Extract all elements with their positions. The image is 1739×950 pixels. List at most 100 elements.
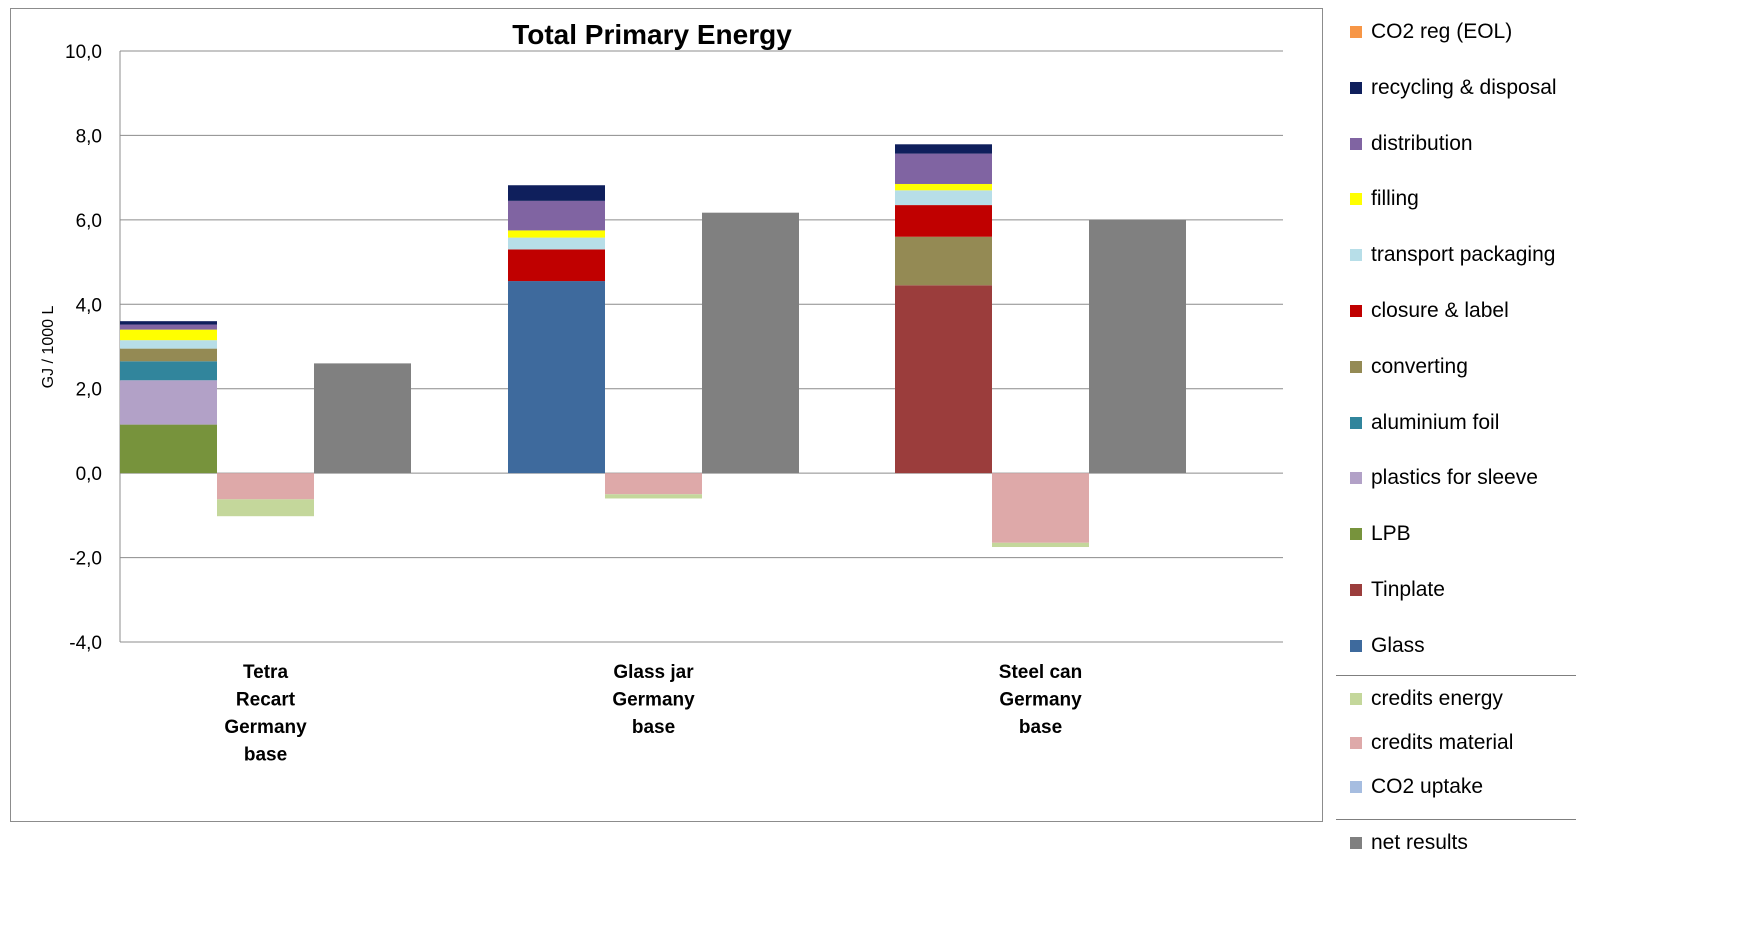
bar-segment: [895, 236, 992, 286]
x-category-label: Germany: [612, 690, 695, 711]
bar-segment: [992, 473, 1089, 543]
legend-label: LPB: [1371, 522, 1411, 546]
legend-swatch: [1350, 81, 1362, 94]
bar-segment: [508, 185, 605, 201]
bar-segment: [895, 190, 992, 206]
legend-item: CO2 uptake: [1350, 775, 1483, 799]
bar-segment: [508, 281, 605, 474]
bar-segment: [120, 329, 217, 341]
legend-swatch: [1350, 639, 1362, 652]
legend-swatch: [1350, 249, 1362, 262]
y-tick-label: 8,0: [76, 126, 102, 147]
legend-item: Glass: [1350, 634, 1425, 658]
bar-segment: [120, 340, 217, 349]
bar-segment: [120, 324, 217, 330]
x-category-label: base: [1019, 717, 1062, 738]
x-category-label: Recart: [236, 690, 296, 711]
legend-item: closure & label: [1350, 299, 1509, 323]
legend-item: distribution: [1350, 132, 1473, 156]
legend-label: credits material: [1371, 730, 1514, 754]
bar-segment: [217, 499, 314, 517]
chart-title: Total Primary Energy: [512, 19, 792, 50]
x-category-label: Tetra: [243, 662, 288, 683]
legend-swatch: [1350, 472, 1362, 485]
bar-segment: [120, 380, 217, 425]
legend-label: closure & label: [1371, 299, 1509, 322]
legend-swatch: [1350, 360, 1362, 373]
bar-segment: [120, 361, 217, 381]
legend-label: transport packaging: [1371, 243, 1556, 267]
bar-segment: [217, 473, 314, 500]
legend-item: plastics for sleeve: [1350, 466, 1538, 490]
legend-item: credits material: [1350, 731, 1513, 755]
legend-label: plastics for sleeve: [1371, 466, 1538, 490]
bar-segment: [895, 144, 992, 154]
net-result-bar: [314, 363, 411, 474]
legend-label: distribution: [1371, 131, 1473, 155]
legend-swatch: [1350, 193, 1362, 206]
x-category-label: base: [632, 717, 675, 738]
y-tick-label: 0,0: [76, 464, 102, 485]
legend-divider: [1336, 818, 1576, 820]
legend-swatch: [1350, 780, 1362, 793]
legend-label: Tinplate: [1371, 578, 1445, 601]
legend-item: converting: [1350, 355, 1468, 379]
chart-frame: [10, 8, 1323, 822]
legend-swatch: [1350, 305, 1362, 317]
net-result-bar: [1089, 219, 1186, 474]
legend-item: aluminium foil: [1350, 411, 1499, 435]
legend-swatch: [1350, 836, 1362, 849]
net-result-bar: [702, 212, 799, 474]
bar-segment: [895, 285, 992, 474]
bar-segment: [992, 542, 1089, 548]
bar-segment: [895, 205, 992, 237]
x-category-label: base: [244, 745, 287, 766]
legend-swatch: [1350, 692, 1362, 705]
legend-item: credits energy: [1350, 687, 1503, 711]
bar-segment: [120, 424, 217, 474]
x-category-label: Germany: [224, 717, 307, 738]
legend-swatch: [1350, 137, 1362, 150]
bar-segment: [120, 348, 217, 362]
legend-label: converting: [1371, 354, 1468, 378]
y-axis-label: GJ / 1000 L: [40, 306, 57, 389]
bar-segment: [508, 200, 605, 231]
legend-swatch: [1350, 736, 1362, 749]
legend-swatch: [1350, 584, 1362, 596]
y-tick-label: 4,0: [76, 295, 102, 316]
legend-item: CO2 reg (EOL): [1350, 20, 1512, 44]
legend-label: Glass: [1371, 633, 1425, 657]
legend-item: filling: [1350, 187, 1419, 211]
legend-label: aluminium foil: [1371, 410, 1500, 434]
legend-swatch: [1350, 528, 1362, 541]
legend-label: filling: [1371, 187, 1419, 211]
y-tick-label: 10,0: [65, 42, 102, 63]
y-tick-label: -4,0: [69, 633, 102, 654]
bar-segment: [605, 473, 702, 495]
legend-label: recycling & disposal: [1371, 75, 1557, 99]
bar-segment: [508, 237, 605, 250]
bar-segment: [120, 321, 217, 325]
x-category-label: Glass jar: [613, 662, 694, 683]
legend-item: transport packaging: [1350, 243, 1555, 267]
y-tick-label: 6,0: [76, 211, 102, 232]
legend-divider: [1336, 674, 1576, 676]
legend-item: recycling & disposal: [1350, 76, 1557, 100]
legend-label: CO2 uptake: [1371, 774, 1484, 798]
chart-canvas: 10,0 8,0 6,0 4,0 2,0 0,0 -2,0 -4,0 Total Primary…: [40, 19, 1283, 766]
bar-segment: [508, 230, 605, 238]
x-category-label: Steel can: [999, 662, 1082, 683]
bar-segment: [605, 494, 702, 499]
legend-swatch: [1350, 416, 1362, 429]
bar-segment: [508, 249, 605, 282]
bar-segment: [895, 183, 992, 191]
y-tick-label: 2,0: [76, 380, 102, 401]
legend-label: net results: [1371, 830, 1468, 854]
legend-item: LPB: [1350, 522, 1411, 546]
legend-item: net results: [1350, 831, 1468, 855]
y-tick-label: -2,0: [69, 549, 102, 570]
x-category-label: Germany: [999, 690, 1082, 711]
legend-label: credits energy: [1371, 686, 1503, 710]
legend-label: CO2 reg (EOL): [1371, 20, 1513, 43]
legend-swatch: [1350, 26, 1362, 38]
